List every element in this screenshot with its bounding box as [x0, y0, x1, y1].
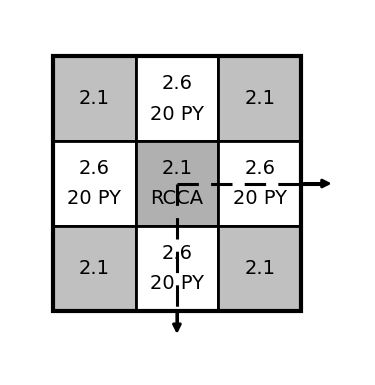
Text: 2.6: 2.6 — [79, 159, 110, 178]
Text: 2.1: 2.1 — [79, 89, 110, 108]
Bar — [218, 56, 301, 141]
Text: 2.6: 2.6 — [244, 159, 275, 178]
Text: 2.1: 2.1 — [244, 259, 275, 278]
Text: 2.1: 2.1 — [244, 89, 275, 108]
Bar — [135, 56, 218, 141]
Text: 2.1: 2.1 — [161, 159, 192, 178]
Text: 20 PY: 20 PY — [67, 189, 121, 208]
Text: 2.6: 2.6 — [161, 74, 192, 93]
Text: 2.1: 2.1 — [79, 259, 110, 278]
Text: RCCA: RCCA — [150, 189, 204, 208]
Bar — [135, 226, 218, 311]
Text: 2.6: 2.6 — [161, 244, 192, 263]
Bar — [53, 56, 135, 141]
Bar — [218, 141, 301, 226]
Bar — [53, 56, 301, 311]
Bar — [218, 226, 301, 311]
Text: 20 PY: 20 PY — [150, 274, 204, 293]
Bar — [135, 141, 218, 226]
Bar — [53, 141, 135, 226]
Text: 20 PY: 20 PY — [233, 189, 287, 208]
Bar — [53, 226, 135, 311]
Text: 20 PY: 20 PY — [150, 104, 204, 124]
